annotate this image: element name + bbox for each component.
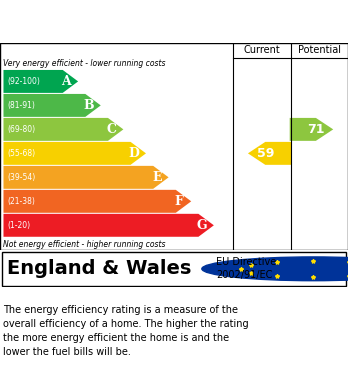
Text: E: E [152,171,161,184]
Polygon shape [3,190,191,213]
Text: Potential: Potential [298,45,341,55]
Text: 71: 71 [307,123,325,136]
Text: Energy Efficiency Rating: Energy Efficiency Rating [50,13,298,30]
Text: (55-68): (55-68) [7,149,35,158]
Circle shape [202,257,348,281]
Text: (1-20): (1-20) [7,221,30,230]
Text: EU Directive
2002/91/EC: EU Directive 2002/91/EC [216,257,276,280]
Text: Current: Current [243,45,280,55]
Text: (39-54): (39-54) [7,173,35,182]
Text: The energy efficiency rating is a measure of the
overall efficiency of a home. T: The energy efficiency rating is a measur… [3,305,249,357]
Text: G: G [197,219,207,232]
Polygon shape [3,94,101,117]
Text: A: A [61,75,71,88]
Polygon shape [3,118,124,141]
Polygon shape [248,142,291,165]
Text: Not energy efficient - higher running costs: Not energy efficient - higher running co… [3,240,166,249]
Text: 59: 59 [257,147,274,160]
Text: (21-38): (21-38) [7,197,35,206]
Text: D: D [129,147,140,160]
Polygon shape [3,214,214,237]
Text: B: B [84,99,94,112]
Text: (81-91): (81-91) [7,101,35,110]
Text: (69-80): (69-80) [7,125,35,134]
Polygon shape [3,142,146,165]
Text: Very energy efficient - lower running costs: Very energy efficient - lower running co… [3,59,166,68]
Text: England & Wales: England & Wales [7,259,191,278]
Text: (92-100): (92-100) [7,77,40,86]
Polygon shape [3,166,168,189]
Text: C: C [106,123,117,136]
Text: F: F [175,195,184,208]
Polygon shape [3,70,78,93]
Polygon shape [290,118,333,141]
